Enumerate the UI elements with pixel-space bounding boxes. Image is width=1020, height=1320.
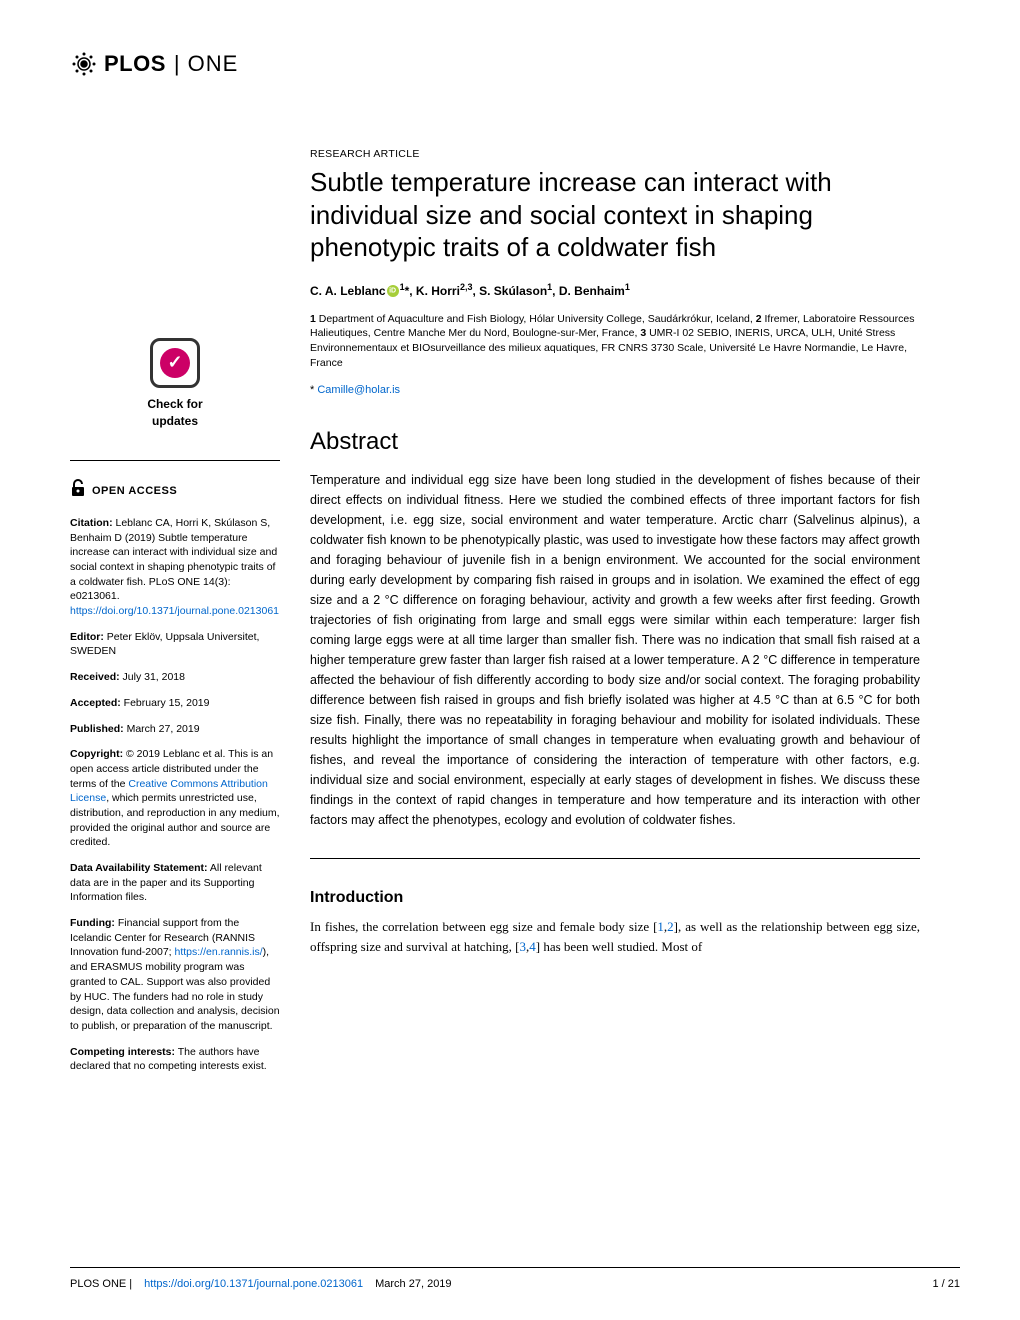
- published-block: Published: March 27, 2019: [70, 722, 280, 737]
- open-access-badge: OPEN ACCESS: [70, 479, 280, 504]
- funding-block: Funding: Financial support from the Icel…: [70, 916, 280, 1034]
- abstract-text: Temperature and individual egg size have…: [310, 470, 920, 830]
- journal-name-one: ONE: [188, 51, 239, 77]
- funding-label: Funding:: [70, 917, 115, 929]
- section-divider: [310, 858, 920, 859]
- correspondence-email[interactable]: Camille@holar.is: [317, 384, 400, 396]
- plos-icon: [70, 50, 98, 78]
- logo-divider: |: [174, 51, 180, 77]
- author-2-affil: 2,3: [460, 282, 473, 292]
- competing-interests-block: Competing interests: The authors have de…: [70, 1045, 280, 1074]
- author-2-prefix: , K. Horri: [409, 284, 460, 298]
- sidebar-divider: [70, 460, 280, 461]
- citation-text: Leblanc CA, Horri K, Skúlason S, Benhaim…: [70, 517, 277, 602]
- journal-logo: PLOS | ONE: [70, 50, 1020, 78]
- published-label: Published:: [70, 723, 124, 735]
- editor-block: Editor: Peter Eklöv, Uppsala Universitet…: [70, 630, 280, 659]
- accepted-block: Accepted: February 15, 2019: [70, 696, 280, 711]
- main-column: RESEARCH ARTICLE Subtle temperature incr…: [310, 148, 920, 1085]
- ref-1[interactable]: 1: [657, 919, 664, 934]
- ref-3[interactable]: 3: [520, 939, 527, 954]
- citation-label: Citation:: [70, 517, 113, 529]
- footer-doi-link[interactable]: https://doi.org/10.1371/journal.pone.021…: [144, 1278, 363, 1290]
- page-content: ✓ Check for updates OPEN ACCESS Citation…: [0, 78, 1020, 1085]
- journal-name-plos: PLOS: [104, 51, 166, 77]
- funding-link[interactable]: https://en.rannis.is/: [175, 946, 263, 958]
- author-4-affil: 1: [625, 282, 630, 292]
- orcid-icon[interactable]: [387, 285, 399, 297]
- check-updates-widget[interactable]: ✓ Check for updates: [70, 338, 280, 430]
- citation-block: Citation: Leblanc CA, Horri K, Skúlason …: [70, 516, 280, 619]
- data-label: Data Availability Statement:: [70, 862, 208, 874]
- received-block: Received: July 31, 2018: [70, 670, 280, 685]
- received-label: Received:: [70, 671, 120, 683]
- check-updates-icon: ✓: [150, 338, 200, 388]
- data-availability-block: Data Availability Statement: All relevan…: [70, 861, 280, 905]
- article-type: RESEARCH ARTICLE: [310, 148, 920, 160]
- abstract-heading: Abstract: [310, 428, 920, 456]
- check-updates-line2: updates: [70, 413, 280, 430]
- received-text: July 31, 2018: [120, 671, 185, 683]
- footer-journal: PLOS ONE |: [70, 1278, 132, 1290]
- author-list: C. A. Leblanc1*, K. Horri2,3, S. Skúlaso…: [310, 282, 920, 298]
- funding-text2: ), and ERASMUS mobility program was gran…: [70, 946, 280, 1031]
- article-title: Subtle temperature increase can interact…: [310, 166, 920, 264]
- copyright-block: Copyright: © 2019 Leblanc et al. This is…: [70, 747, 280, 850]
- check-updates-line1: Check for: [70, 396, 280, 413]
- introduction-heading: Introduction: [310, 889, 920, 907]
- intro-part3: ] has been well studied. Most of: [536, 939, 702, 954]
- footer-date: March 27, 2019: [375, 1278, 451, 1290]
- intro-part1: In fishes, the correlation between egg s…: [310, 919, 657, 934]
- author-1: C. A. Leblanc: [310, 284, 386, 298]
- sidebar: ✓ Check for updates OPEN ACCESS Citation…: [70, 148, 280, 1085]
- footer-page: 1 / 21: [932, 1278, 960, 1290]
- affiliations: 1 Department of Aquaculture and Fish Bio…: [310, 312, 920, 371]
- introduction-text: In fishes, the correlation between egg s…: [310, 917, 920, 957]
- footer-left: PLOS ONE | https://doi.org/10.1371/journ…: [70, 1278, 452, 1290]
- open-lock-icon: [70, 479, 86, 504]
- author-3-prefix: , S. Skúlason: [472, 284, 547, 298]
- accepted-text: February 15, 2019: [121, 697, 210, 709]
- correspondence: * Camille@holar.is: [310, 384, 920, 396]
- author-4-prefix: , D. Benhaim: [552, 284, 625, 298]
- copyright-label: Copyright:: [70, 748, 123, 760]
- editor-label: Editor:: [70, 631, 104, 643]
- page-footer: PLOS ONE | https://doi.org/10.1371/journ…: [70, 1267, 960, 1290]
- published-text: March 27, 2019: [124, 723, 200, 735]
- citation-doi-link[interactable]: https://doi.org/10.1371/journal.pone.021…: [70, 605, 279, 617]
- competing-label: Competing interests:: [70, 1046, 175, 1058]
- open-access-label: OPEN ACCESS: [92, 484, 177, 499]
- page-header: PLOS | ONE: [0, 0, 1020, 78]
- accepted-label: Accepted:: [70, 697, 121, 709]
